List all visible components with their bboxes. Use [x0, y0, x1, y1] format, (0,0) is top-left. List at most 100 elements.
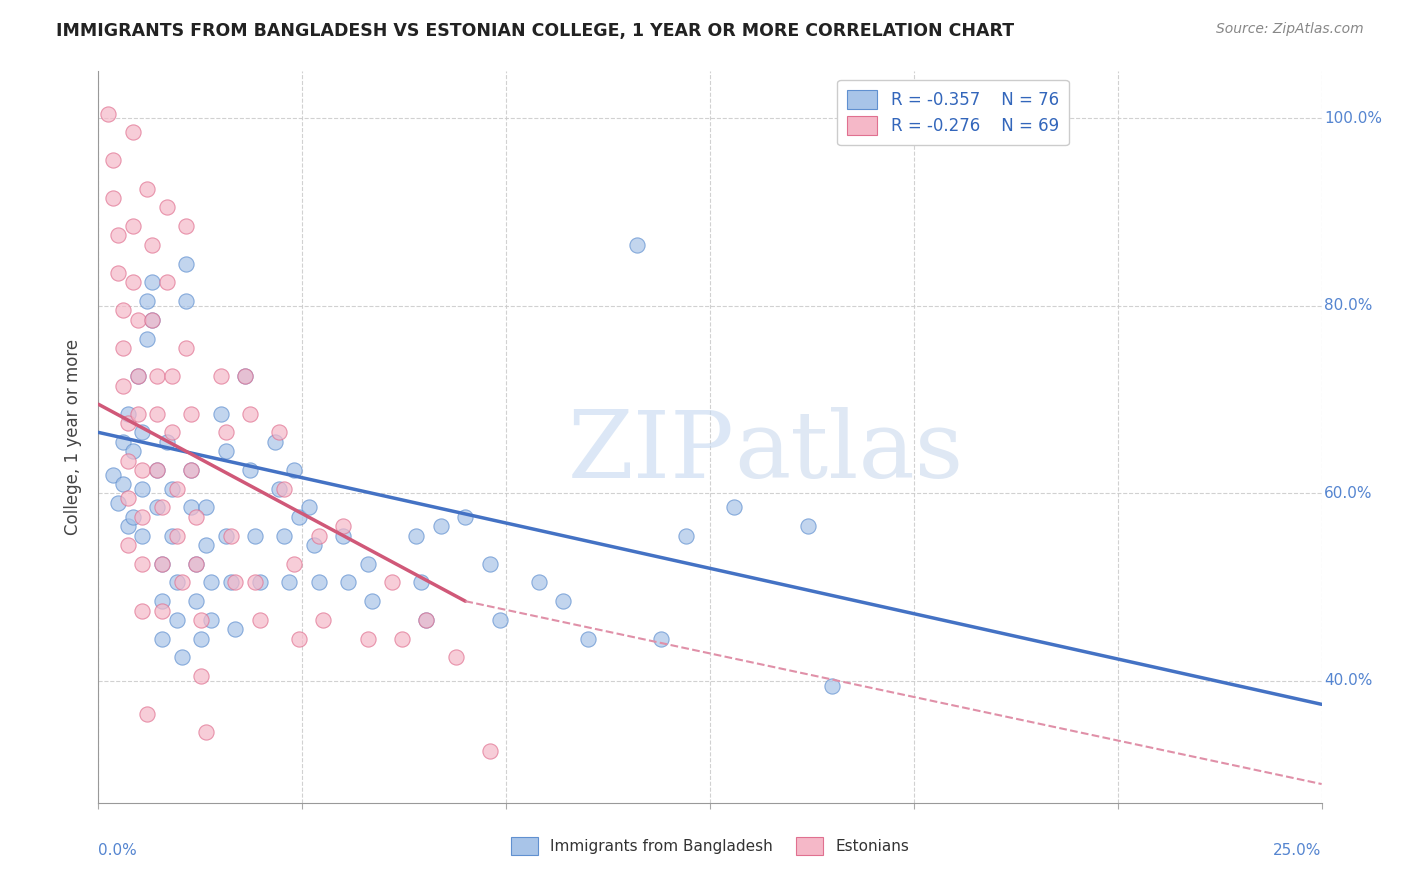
Point	[107, 228, 129, 243]
Point	[131, 603, 153, 617]
Point	[269, 425, 291, 440]
Point	[356, 557, 378, 571]
Point	[107, 266, 129, 280]
Text: 100.0%: 100.0%	[1324, 111, 1382, 126]
Point	[415, 613, 437, 627]
Point	[180, 463, 202, 477]
Point	[101, 153, 124, 168]
Point	[332, 528, 354, 542]
Point	[269, 482, 291, 496]
Point	[405, 528, 427, 542]
Text: 25.0%: 25.0%	[1274, 843, 1322, 858]
Point	[411, 575, 433, 590]
Point	[131, 482, 153, 496]
Point	[136, 706, 159, 721]
Point	[190, 669, 212, 683]
Point	[101, 467, 124, 482]
Point	[176, 219, 198, 233]
Point	[224, 623, 246, 637]
Point	[166, 482, 188, 496]
Point	[454, 509, 477, 524]
Point	[209, 369, 232, 384]
Text: ZIP: ZIP	[568, 407, 734, 497]
Point	[131, 509, 153, 524]
Point	[121, 509, 143, 524]
Point	[195, 725, 218, 739]
Point	[131, 528, 153, 542]
Point	[146, 463, 169, 477]
Point	[160, 425, 183, 440]
Point	[117, 538, 139, 552]
Point	[150, 603, 173, 617]
Point	[675, 528, 697, 542]
Point	[176, 294, 198, 309]
Point	[146, 463, 169, 477]
Point	[111, 378, 134, 392]
Point	[136, 332, 159, 346]
Point	[576, 632, 599, 646]
Text: 60.0%: 60.0%	[1324, 486, 1372, 500]
Point	[249, 575, 271, 590]
Point	[249, 613, 271, 627]
Point	[278, 575, 301, 590]
Point	[150, 632, 173, 646]
Point	[308, 528, 330, 542]
Point	[186, 594, 208, 608]
Point	[121, 219, 143, 233]
Point	[312, 613, 335, 627]
Point	[308, 575, 330, 590]
Point	[117, 519, 139, 533]
Text: 40.0%: 40.0%	[1324, 673, 1372, 689]
Point	[214, 425, 236, 440]
Point	[219, 575, 242, 590]
Point	[478, 557, 501, 571]
Point	[356, 632, 378, 646]
Point	[166, 613, 188, 627]
Y-axis label: College, 1 year or more: College, 1 year or more	[65, 339, 83, 535]
Point	[283, 557, 305, 571]
Point	[131, 425, 153, 440]
Point	[186, 509, 208, 524]
Point	[195, 500, 218, 515]
Point	[160, 482, 183, 496]
Point	[273, 482, 295, 496]
Point	[156, 276, 179, 290]
Point	[200, 613, 222, 627]
Point	[263, 434, 285, 449]
Point	[224, 575, 246, 590]
Point	[180, 500, 202, 515]
Point	[146, 407, 169, 421]
Point	[170, 650, 193, 665]
Point	[121, 444, 143, 458]
Point	[107, 496, 129, 510]
Point	[214, 528, 236, 542]
Point	[381, 575, 404, 590]
Point	[214, 444, 236, 458]
Point	[332, 519, 354, 533]
Point	[239, 463, 262, 477]
Text: 80.0%: 80.0%	[1324, 298, 1372, 313]
Point	[298, 500, 321, 515]
Point	[415, 613, 437, 627]
Legend: Immigrants from Bangladesh, Estonians: Immigrants from Bangladesh, Estonians	[505, 831, 915, 861]
Point	[219, 528, 242, 542]
Point	[141, 276, 163, 290]
Point	[117, 453, 139, 467]
Point	[121, 125, 143, 139]
Point	[180, 463, 202, 477]
Point	[391, 632, 413, 646]
Point	[150, 557, 173, 571]
Text: atlas: atlas	[734, 407, 963, 497]
Point	[288, 632, 311, 646]
Point	[141, 313, 163, 327]
Point	[111, 477, 134, 491]
Point	[200, 575, 222, 590]
Point	[131, 463, 153, 477]
Point	[195, 538, 218, 552]
Point	[233, 369, 256, 384]
Point	[283, 463, 305, 477]
Point	[97, 106, 120, 120]
Point	[176, 257, 198, 271]
Point	[209, 407, 232, 421]
Point	[243, 528, 266, 542]
